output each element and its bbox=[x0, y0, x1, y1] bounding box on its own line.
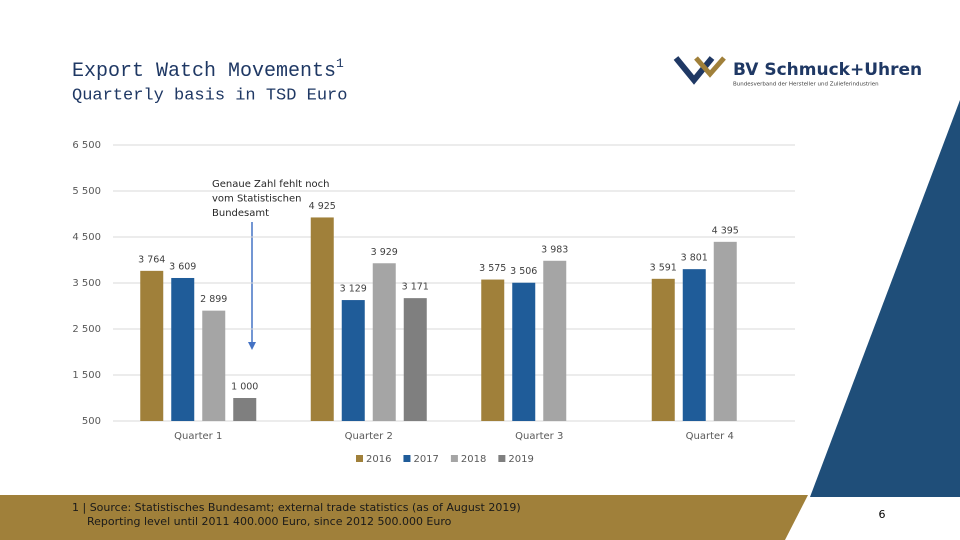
data-label: 3 171 bbox=[402, 282, 429, 293]
bar bbox=[202, 310, 226, 421]
title-footnote: 1 bbox=[336, 56, 344, 71]
logo-chevron bbox=[673, 56, 715, 85]
legend-label: 2019 bbox=[508, 454, 533, 465]
data-label: 3 506 bbox=[510, 266, 537, 277]
x-tick-label: Quarter 3 bbox=[515, 431, 563, 442]
annotation: Bundesamt bbox=[212, 208, 269, 219]
subtitle: Quarterly basis in TSD Euro bbox=[72, 86, 347, 105]
bar bbox=[543, 260, 567, 421]
legend-label: 2018 bbox=[461, 454, 486, 465]
legend-swatch bbox=[356, 455, 363, 462]
bar bbox=[233, 398, 257, 421]
y-tick-label: 1 500 bbox=[72, 370, 101, 381]
footer-band bbox=[0, 495, 808, 540]
bar bbox=[713, 241, 737, 421]
footnote: 1 | Source: Statistisches Bundesamt; ext… bbox=[72, 501, 521, 514]
legend-swatch bbox=[403, 455, 411, 462]
y-tick-label: 3 500 bbox=[72, 278, 101, 289]
y-tick-label: 2 500 bbox=[72, 324, 101, 335]
legend-swatch bbox=[498, 455, 506, 462]
legend-swatch bbox=[450, 455, 458, 462]
chart-title: Export Watch Movements1 bbox=[72, 56, 344, 83]
data-label: 3 929 bbox=[371, 247, 398, 258]
bar bbox=[682, 269, 706, 421]
page-number: 6 bbox=[879, 508, 886, 521]
legend-label: 2016 bbox=[366, 454, 391, 465]
arrow-head bbox=[248, 342, 256, 350]
data-label: 3 764 bbox=[138, 254, 165, 265]
logo-subtitle: Bundesverband der Hersteller und Zuliefe… bbox=[733, 82, 879, 88]
y-tick-label: 6 500 bbox=[72, 140, 101, 151]
data-label: 3 575 bbox=[479, 263, 506, 274]
data-label: 1 000 bbox=[231, 382, 258, 393]
bar bbox=[512, 282, 536, 421]
annotation: Genaue Zahl fehlt noch bbox=[212, 179, 330, 190]
x-tick-label: Quarter 1 bbox=[174, 431, 222, 442]
x-tick-label: Quarter 2 bbox=[345, 431, 393, 442]
data-label: 2 899 bbox=[200, 294, 227, 305]
y-tick-label: 4 500 bbox=[72, 232, 101, 243]
bar bbox=[403, 298, 427, 421]
bar bbox=[310, 217, 334, 421]
y-tick-label: 500 bbox=[82, 416, 101, 427]
data-label: 3 609 bbox=[169, 261, 196, 272]
data-label: 3 983 bbox=[541, 244, 568, 255]
decor-blue bbox=[810, 100, 960, 497]
title-text: Export Watch Movements bbox=[72, 60, 336, 83]
bar bbox=[481, 279, 505, 421]
logo: BV Schmuck+Uhren Bundesverband der Herst… bbox=[673, 56, 922, 88]
logo-chevron bbox=[694, 56, 726, 78]
annotation: vom Statistischen bbox=[212, 194, 302, 205]
y-tick-label: 5 500 bbox=[72, 186, 101, 197]
data-label: 3 129 bbox=[340, 284, 367, 295]
bar bbox=[341, 300, 365, 421]
bar bbox=[651, 278, 675, 421]
bar bbox=[171, 277, 195, 421]
logo-name: BV Schmuck+Uhren bbox=[733, 60, 922, 80]
data-label: 3 591 bbox=[650, 262, 677, 273]
data-label: 4 395 bbox=[712, 225, 739, 236]
data-label: 4 925 bbox=[309, 201, 336, 212]
x-tick-label: Quarter 4 bbox=[686, 431, 734, 442]
bar bbox=[140, 270, 164, 421]
bar bbox=[372, 263, 396, 421]
legend-label: 2017 bbox=[413, 454, 438, 465]
data-label: 3 801 bbox=[681, 253, 708, 264]
footnote: Reporting level until 2011 400.000 Euro,… bbox=[87, 515, 452, 528]
